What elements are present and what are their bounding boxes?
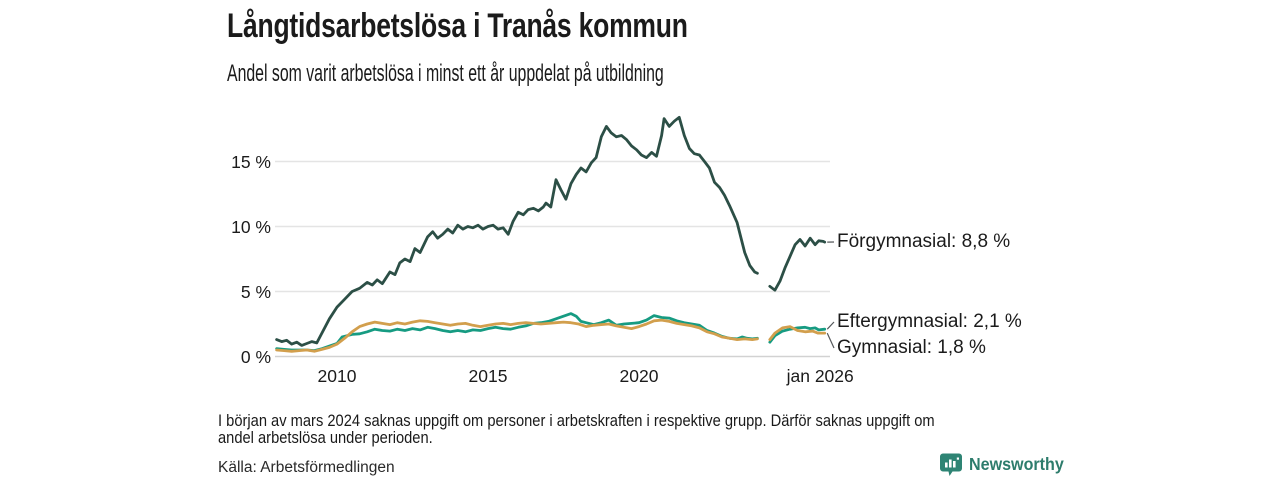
series-label-connector-gymnasial	[826, 332, 835, 349]
y-tick-label-5: 5 %	[240, 281, 271, 302]
footnote-line-1: I början av mars 2024 saknas uppgift om …	[218, 412, 935, 430]
x-tick-label-2015: 2015	[468, 366, 508, 386]
footnote: I början av mars 2024 saknas uppgift om …	[218, 413, 935, 446]
series-label-connector-eftergymnasial	[826, 321, 835, 330]
footnote-line-2: andel arbetslösa under perioden.	[218, 428, 433, 447]
branding-name: Newsworthy	[969, 454, 1064, 474]
page-title: Långtidsarbetslösa i Tranås kommun	[227, 7, 688, 45]
y-tick-label-10: 10 %	[231, 216, 271, 237]
series-line-förgymnasial	[275, 115, 827, 347]
y-tick-label-0: 0 %	[240, 346, 271, 367]
newsworthy-logo-icon	[940, 453, 962, 476]
series-label-forgymnasial: Förgymnasial: 8,8 %	[837, 231, 1011, 252]
series-label-gymnasial: Gymnasial: 1,8 %	[837, 337, 986, 358]
series-label-eftergymnasial: Eftergymnasial: 2,1 %	[837, 311, 1022, 332]
x-tick-label-2010: 2010	[317, 366, 357, 386]
source-note: Källa: Arbetsförmedlingen	[218, 459, 395, 476]
x-tick-label-2020: 2020	[619, 366, 659, 386]
series-line-eftergymnasial	[275, 312, 827, 352]
series-line-gymnasial	[275, 318, 827, 353]
x-tick-label-jan-2026: jan 2026	[786, 366, 854, 386]
y-tick-label-15: 15 %	[231, 151, 271, 172]
branding: Newsworthy	[939, 452, 1072, 477]
page-subtitle: Andel som varit arbetslösa i minst ett å…	[227, 60, 664, 87]
